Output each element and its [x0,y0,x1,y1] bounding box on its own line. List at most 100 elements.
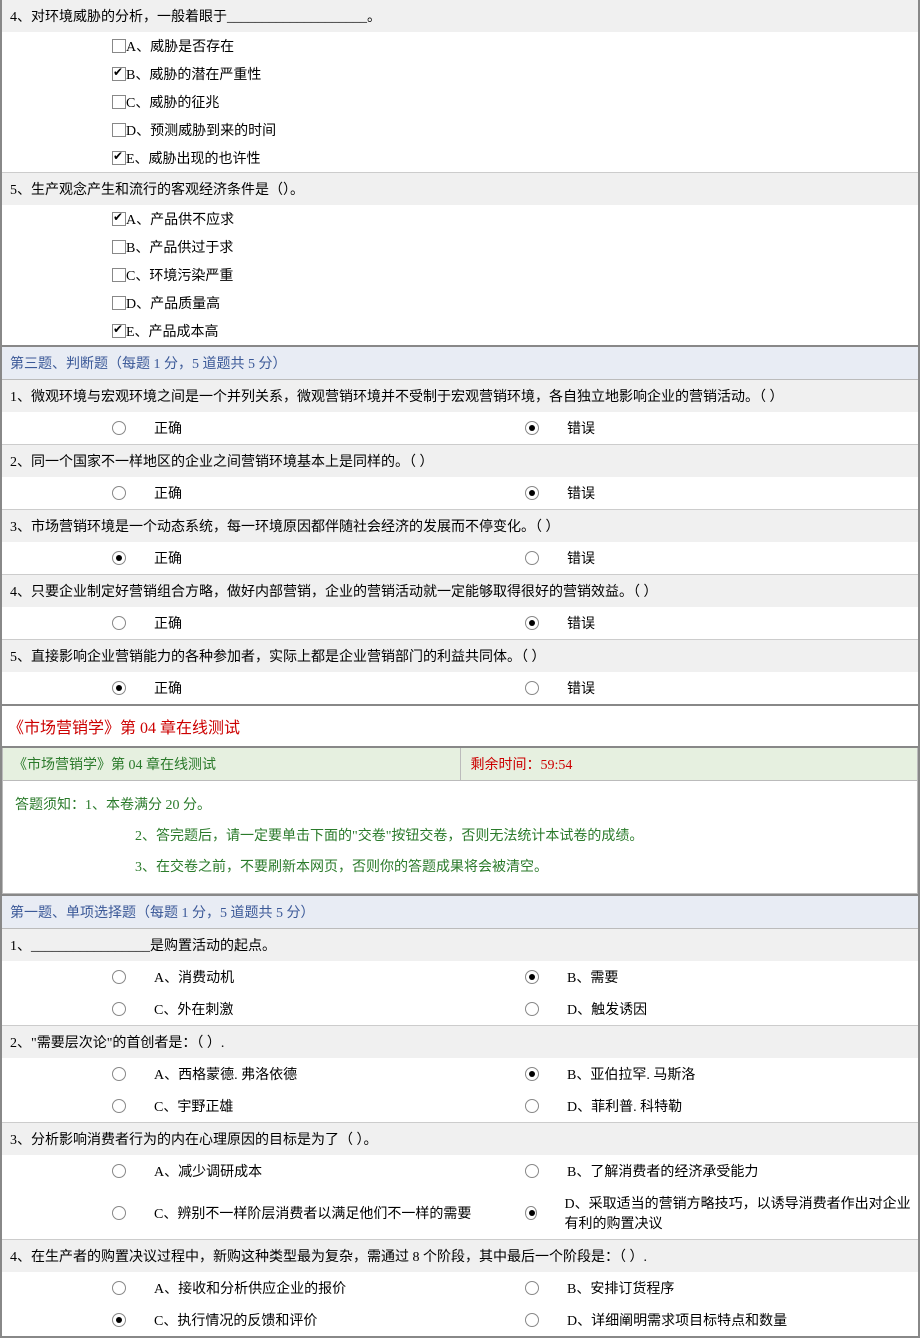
mc-option-cell: B、安排订货程序 [505,1272,918,1304]
radio-option[interactable] [112,1067,126,1081]
checkbox-option: D、产品质量高 [2,289,918,317]
tf-false-cell: 错误 [505,607,918,639]
tf-option-row: 正确 错误 [2,542,918,574]
tf-true-label: 正确 [154,548,182,568]
checkbox[interactable] [112,296,126,310]
checkbox[interactable] [112,39,126,53]
radio-true[interactable] [112,681,126,695]
mc-option-label: D、触发诱因 [567,999,647,1019]
mc-option-cell: C、宇野正雄 [2,1090,505,1122]
checkbox[interactable] [112,123,126,137]
chapter-notice: 答题须知：1、本卷满分 20 分。 2、答完题后，请一定要单击下面的"交卷"按钮… [3,781,918,894]
mc-option-cell: D、采取适当的营销方略技巧，以诱导消费者作出对企业有利的购置决议 [505,1187,918,1239]
checkbox[interactable] [112,268,126,282]
chapter-timer: 剩余时间：59:54 [460,747,918,781]
tf-true-label: 正确 [154,483,182,503]
option-label: D、预测威胁到来的时间 [126,120,276,140]
tf-false-label: 错误 [567,613,595,633]
page-container: 4、对环境威胁的分析，一般着眼于____________________。 A、… [0,0,920,1338]
radio-option[interactable] [525,1002,539,1016]
mc-option-cell: C、执行情况的反馈和评价 [2,1304,505,1336]
mc-section-header: 第一题、单项选择题（每题 1 分，5 道题共 5 分） [2,894,918,929]
mc-option-label: B、亚伯拉罕. 马斯洛 [567,1064,695,1084]
checkbox[interactable] [112,67,126,81]
mc-option-label: C、外在刺激 [154,999,233,1019]
chapter-heading: 《市场营销学》第 04 章在线测试 [2,704,918,746]
tf-false-cell: 错误 [505,412,918,444]
tf-false-label: 错误 [567,678,595,698]
radio-option[interactable] [525,1164,539,1178]
radio-option[interactable] [112,1206,126,1220]
tf-true-cell: 正确 [2,542,505,574]
notice-line: 3、在交卷之前，不要刷新本网页，否则你的答题成果将会被清空。 [15,853,905,884]
mc-option-label: B、了解消费者的经济承受能力 [567,1161,758,1181]
radio-true[interactable] [112,551,126,565]
checkbox[interactable] [112,151,126,165]
mc-option-label: A、西格蒙德. 弗洛依德 [154,1064,297,1084]
radio-option[interactable] [112,970,126,984]
radio-false[interactable] [525,616,539,630]
radio-option[interactable] [112,1002,126,1016]
mc-option-cell: A、接收和分析供应企业的报价 [2,1272,505,1304]
radio-option[interactable] [525,1206,537,1220]
radio-false[interactable] [525,486,539,500]
tf-true-cell: 正确 [2,672,505,704]
radio-option[interactable] [112,1099,126,1113]
radio-option[interactable] [525,970,539,984]
tf-false-label: 错误 [567,548,595,568]
mc-option-cell: B、需要 [505,961,918,993]
option-label: E、产品成本高 [126,321,219,341]
mc-option-row: C、执行情况的反馈和评价D、详细阐明需求项目标特点和数量 [2,1304,918,1336]
radio-option[interactable] [525,1067,539,1081]
mc-question-text: 1、_________________是购置活动的起点。 [2,929,918,961]
checkbox[interactable] [112,240,126,254]
checkbox-option: E、产品成本高 [2,317,918,345]
radio-option[interactable] [525,1099,539,1113]
radio-option[interactable] [112,1313,126,1327]
checkbox-option: B、产品供过于求 [2,233,918,261]
chapter-title-row: 《市场营销学》第 04 章在线测试 剩余时间：59:54 [3,747,918,781]
radio-false[interactable] [525,681,539,695]
checkbox[interactable] [112,212,126,226]
radio-option[interactable] [525,1281,539,1295]
option-label: C、威胁的征兆 [126,92,219,112]
radio-option[interactable] [525,1313,539,1327]
radio-false[interactable] [525,551,539,565]
mc-option-label: A、接收和分析供应企业的报价 [154,1278,346,1298]
cb-q5-options: A、产品供不应求 B、产品供过于求 C、环境污染严重 D、产品质量高 E、产品成… [2,205,918,345]
option-label: E、威胁出现的也许性 [126,148,261,168]
radio-true[interactable] [112,421,126,435]
mc-question-text: 4、在生产者的购置决议过程中，新购这种类型最为复杂，需通过 8 个阶段，其中最后… [2,1239,918,1272]
tf-list: 1、微观环境与宏观环境之间是一个并列关系，微观营销环境并不受制于宏观营销环境，各… [2,380,918,704]
radio-true[interactable] [112,616,126,630]
tf-option-row: 正确 错误 [2,672,918,704]
mc-option-label: D、采取适当的营销方略技巧，以诱导消费者作出对企业有利的购置决议 [565,1193,918,1233]
checkbox[interactable] [112,324,126,338]
tf-true-label: 正确 [154,613,182,633]
mc-option-label: C、执行情况的反馈和评价 [154,1310,317,1330]
cb-q4-text: 4、对环境威胁的分析，一般着眼于____________________。 [2,0,918,32]
mc-option-label: D、菲利普. 科特勒 [567,1096,682,1116]
tf-question-text: 2、同一个国家不一样地区的企业之间营销环境基本上是同样的。（ ） [2,444,918,477]
radio-option[interactable] [112,1164,126,1178]
mc-option-row: C、宇野正雄 D、菲利普. 科特勒 [2,1090,918,1122]
tf-question-text: 3、市场营销环境是一个动态系统，每一环境原因都伴随社会经济的发展而不停变化。（ … [2,509,918,542]
checkbox-option: C、环境污染严重 [2,261,918,289]
radio-true[interactable] [112,486,126,500]
mc-option-label: A、消费动机 [154,967,234,987]
mc-option-label: A、减少调研成本 [154,1161,262,1181]
checkbox[interactable] [112,95,126,109]
tf-true-label: 正确 [154,418,182,438]
tf-false-cell: 错误 [505,672,918,704]
checkbox-option: E、威胁出现的也许性 [2,144,918,172]
radio-option[interactable] [112,1281,126,1295]
chapter-notice-row: 答题须知：1、本卷满分 20 分。 2、答完题后，请一定要单击下面的"交卷"按钮… [3,781,918,894]
cb-q4-options: A、威胁是否存在 B、威胁的潜在严重性 C、威胁的征兆 D、预测威胁到来的时间 … [2,32,918,172]
mc-option-cell: A、减少调研成本 [2,1155,505,1187]
tf-question-text: 1、微观环境与宏观环境之间是一个并列关系，微观营销环境并不受制于宏观营销环境，各… [2,380,918,412]
radio-false[interactable] [525,421,539,435]
mc-option-cell: D、菲利普. 科特勒 [505,1090,918,1122]
mc-option-label: B、需要 [567,967,618,987]
checkbox-option: D、预测威胁到来的时间 [2,116,918,144]
chapter-info-table: 《市场营销学》第 04 章在线测试 剩余时间：59:54 答题须知：1、本卷满分… [2,746,918,894]
